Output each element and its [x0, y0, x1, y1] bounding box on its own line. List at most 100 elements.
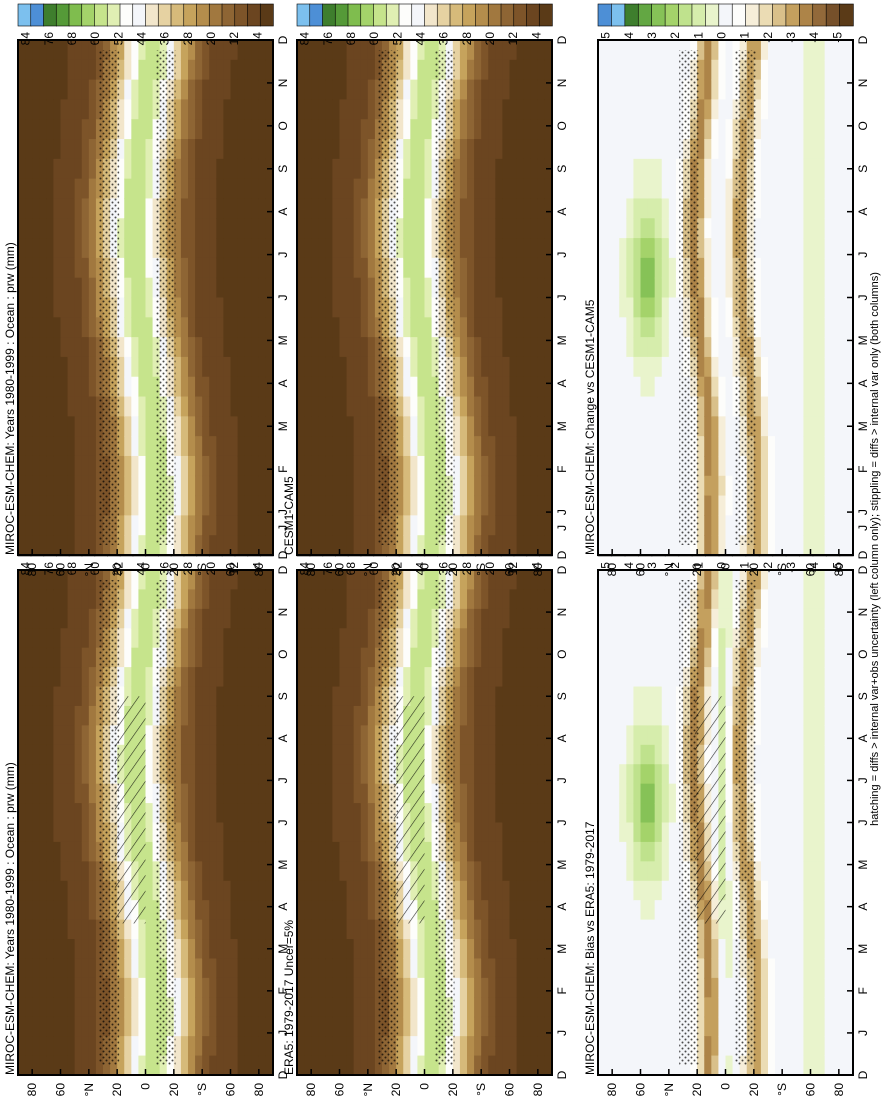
- heat-cell: [661, 841, 670, 862]
- heat-cell: [474, 939, 482, 960]
- heat-cell: [297, 158, 305, 180]
- heat-cell: [131, 919, 140, 940]
- heat-cell: [360, 495, 369, 516]
- heat-cell: [60, 744, 69, 765]
- heat-cell: [138, 297, 147, 318]
- heat-cell: [25, 608, 33, 629]
- heat-cell: [452, 686, 461, 707]
- heat-cell: [654, 919, 663, 940]
- heat-cell: [481, 647, 489, 668]
- heat-cell: [403, 608, 411, 629]
- heat-cell: [459, 40, 468, 61]
- heat-cell: [117, 257, 125, 279]
- heat-cell: [188, 475, 196, 497]
- heat-cell: [318, 822, 326, 843]
- heat-cell: [209, 667, 217, 688]
- heat-cell: [605, 667, 613, 688]
- heat-cell: [640, 570, 649, 591]
- heat-cell: [495, 822, 504, 843]
- heat-cell: [74, 783, 83, 804]
- heat-cell: [725, 705, 734, 726]
- heat-cell: [39, 822, 47, 843]
- heat-cell: [612, 764, 620, 785]
- heat-cell: [53, 376, 62, 398]
- heat-cell: [810, 1036, 819, 1057]
- heat-cell: [360, 238, 369, 259]
- heat-cell: [152, 535, 161, 556]
- heat-cell: [360, 570, 369, 591]
- heat-cell: [81, 277, 90, 299]
- heat-cell: [633, 647, 642, 668]
- heat-cell: [817, 861, 826, 882]
- heat-cell: [209, 958, 217, 979]
- heat-cell: [88, 570, 97, 591]
- heat-cell: [223, 919, 232, 940]
- heat-cell: [612, 958, 620, 979]
- heat-cell: [346, 238, 355, 259]
- heat-cell: [410, 515, 419, 536]
- heat-cell: [459, 515, 468, 536]
- heat-cell: [145, 396, 154, 417]
- heat-cell: [346, 783, 355, 804]
- heat-cell: [459, 178, 468, 200]
- heat-cell: [417, 475, 426, 497]
- heat-cell: [739, 1055, 748, 1076]
- heat-cell: [789, 958, 797, 979]
- heat-cell: [223, 238, 232, 259]
- heat-cell: [131, 139, 140, 160]
- heat-cell: [537, 515, 546, 536]
- heat-cell: [530, 939, 539, 960]
- heat-cell: [74, 861, 83, 882]
- heat-cell: [838, 977, 847, 998]
- colorbar-swatch: [247, 3, 261, 27]
- heat-cell: [32, 958, 40, 979]
- heat-cell: [180, 705, 189, 726]
- heat-cell: [537, 158, 546, 180]
- heat-cell: [32, 376, 40, 398]
- heat-cell: [230, 744, 239, 765]
- heat-cell: [481, 686, 489, 707]
- heat-cell: [459, 764, 468, 785]
- heat-cell: [474, 416, 482, 437]
- heat-cell: [810, 939, 819, 960]
- heat-cell: [188, 317, 196, 338]
- heat-cell: [612, 744, 620, 765]
- heat-cell: [332, 79, 341, 101]
- heat-cell: [760, 744, 769, 765]
- heat-cell: [74, 218, 83, 239]
- heat-cell: [640, 803, 649, 824]
- heat-cell: [353, 1036, 362, 1057]
- heat-cell: [474, 297, 482, 318]
- heat-cell: [124, 667, 132, 688]
- heat-cell: [481, 218, 489, 239]
- heat-cell: [81, 158, 90, 180]
- heat-cell: [509, 238, 518, 259]
- heat-cell: [530, 99, 539, 120]
- heat-cell: [202, 356, 210, 378]
- heat-cell: [145, 958, 154, 979]
- heat-cell: [452, 861, 461, 882]
- heat-cell: [789, 861, 797, 882]
- heat-cell: [509, 158, 518, 180]
- heat-cell: [495, 158, 504, 180]
- heat-cell: [325, 198, 334, 219]
- heat-cell: [32, 455, 40, 477]
- heat-cell: [202, 939, 210, 960]
- heat-cell: [46, 99, 55, 120]
- heat-cell: [223, 257, 232, 279]
- panel-3: 8060°N20020°S6080DJFMAMJJASONDJCESM1-CAM…: [282, 0, 569, 576]
- heat-cell: [725, 1016, 734, 1037]
- heat-cell: [544, 257, 553, 279]
- heat-cell: [789, 608, 797, 629]
- heat-cell: [46, 667, 55, 688]
- heat-cell: [216, 725, 225, 746]
- heat-cell: [117, 515, 125, 536]
- heat-cell: [360, 589, 369, 610]
- heat-cell: [124, 376, 132, 398]
- heat-cell: [396, 119, 404, 140]
- heat-cell: [775, 880, 783, 901]
- heat-cell: [509, 198, 518, 219]
- heat-cell: [746, 1055, 755, 1076]
- heat-cell: [188, 515, 196, 536]
